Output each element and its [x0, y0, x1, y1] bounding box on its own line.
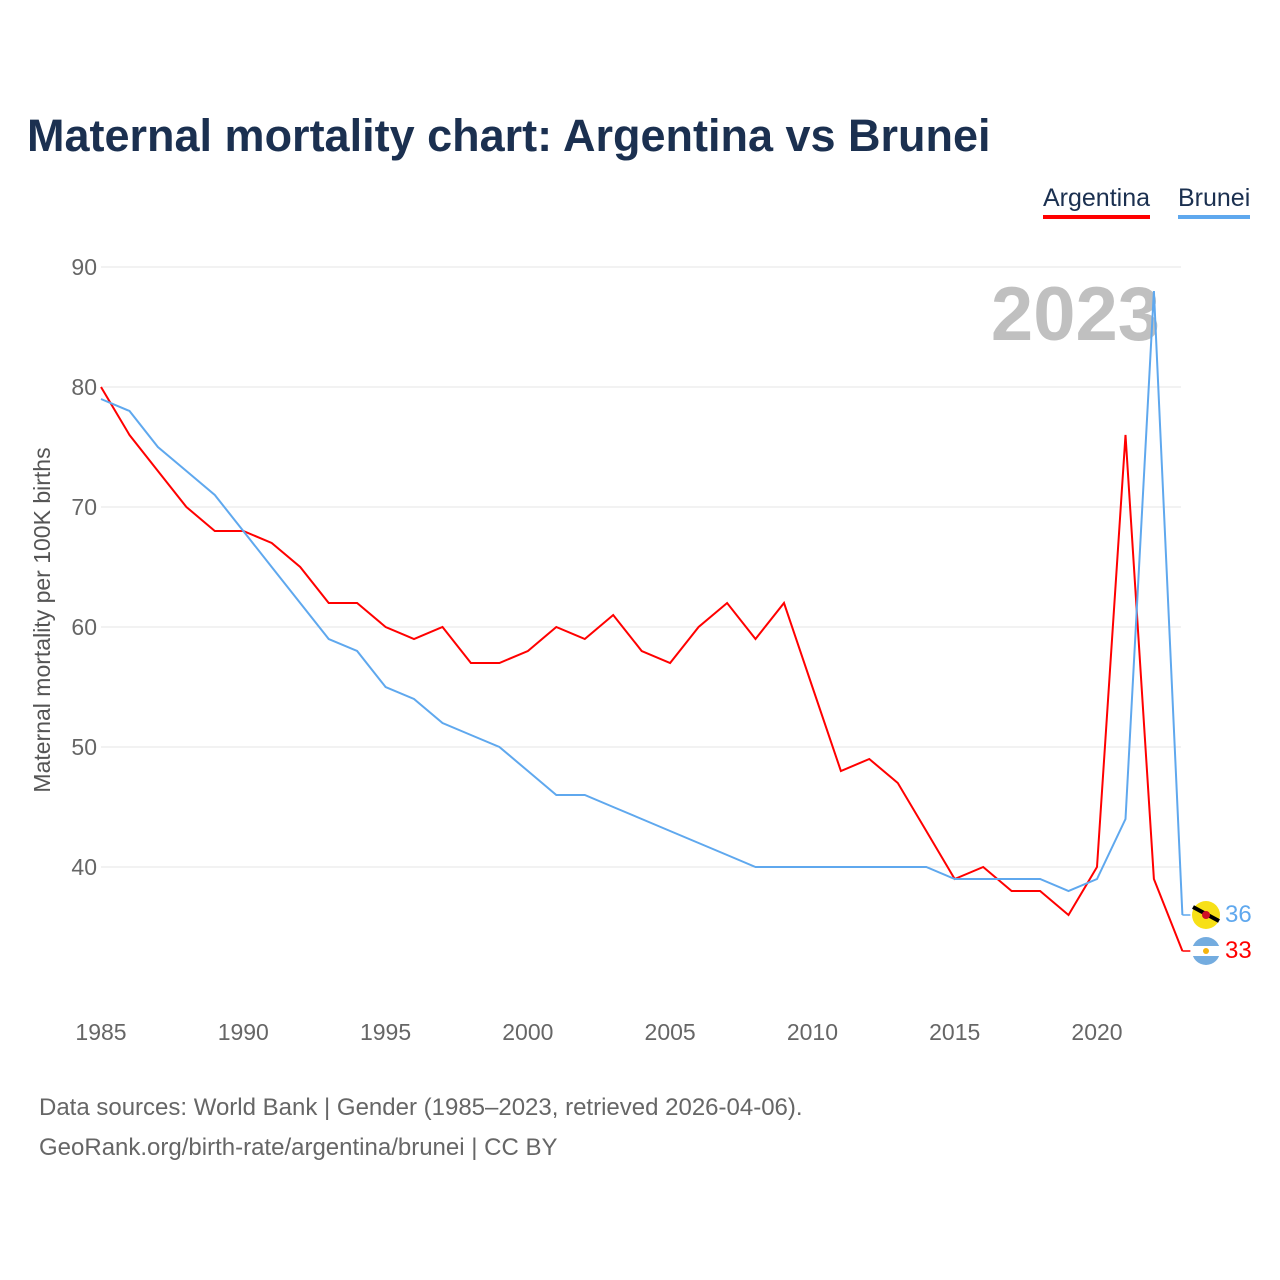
x-tick-label: 2010	[787, 1019, 838, 1045]
x-tick-label: 1995	[360, 1019, 411, 1045]
series-line-argentina	[100, 386, 1184, 952]
y-tick-label: 50	[71, 734, 97, 760]
source-text: Data sources: World Bank | Gender (1985–…	[39, 1094, 803, 1121]
end-value-label: 33	[1225, 937, 1252, 964]
y-tick-label: 60	[71, 614, 97, 640]
x-tick-label: 2020	[1071, 1019, 1122, 1045]
y-tick-label: 70	[71, 494, 97, 520]
chart-title: Maternal mortality chart: Argentina vs B…	[27, 110, 991, 161]
legend-brunei[interactable]: Brunei	[1178, 184, 1251, 219]
flag-sun	[1203, 948, 1209, 954]
flag-crest	[1202, 911, 1210, 919]
source-link[interactable]: GeoRank.org/birth-rate/argentina/brunei …	[39, 1134, 558, 1161]
year-watermark: 2023	[991, 272, 1160, 357]
x-tick-label: 2015	[929, 1019, 980, 1045]
y-tick-label: 80	[71, 374, 97, 400]
x-tick-label: 1990	[218, 1019, 269, 1045]
end-value-label: 36	[1225, 901, 1252, 928]
x-tick-label: 1985	[75, 1019, 126, 1045]
y-axis-label: Maternal mortality per 100K births	[29, 447, 55, 792]
series-line-brunei	[100, 290, 1184, 916]
footer: Data sources: World Bank | Gender (1985–…	[39, 1088, 803, 1168]
y-tick-label: 90	[71, 254, 97, 280]
legend-argentina[interactable]: Argentina	[1043, 184, 1151, 219]
x-tick-label: 2005	[645, 1019, 696, 1045]
x-tick-label: 2000	[502, 1019, 553, 1045]
y-tick-label: 40	[71, 854, 97, 880]
